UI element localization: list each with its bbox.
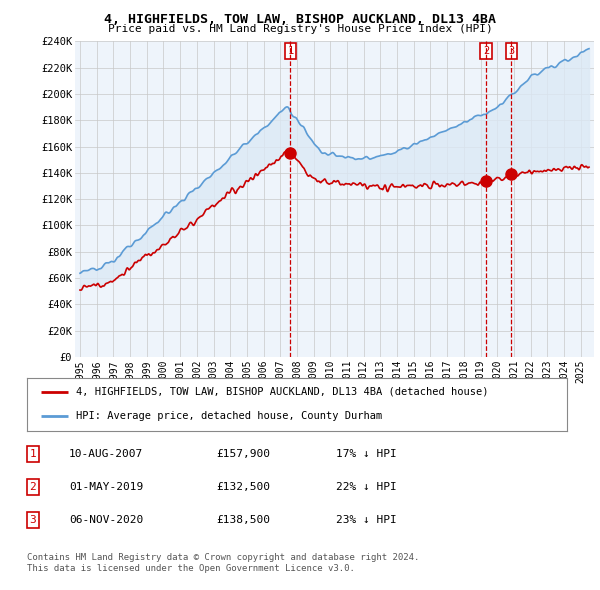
Text: Price paid vs. HM Land Registry's House Price Index (HPI): Price paid vs. HM Land Registry's House … xyxy=(107,24,493,34)
Text: £132,500: £132,500 xyxy=(216,482,270,491)
Text: 3: 3 xyxy=(508,46,515,56)
Text: 23% ↓ HPI: 23% ↓ HPI xyxy=(336,516,397,525)
Text: HPI: Average price, detached house, County Durham: HPI: Average price, detached house, Coun… xyxy=(76,411,382,421)
Text: This data is licensed under the Open Government Licence v3.0.: This data is licensed under the Open Gov… xyxy=(27,565,355,573)
Text: 1: 1 xyxy=(287,46,293,56)
Text: Contains HM Land Registry data © Crown copyright and database right 2024.: Contains HM Land Registry data © Crown c… xyxy=(27,553,419,562)
Text: 3: 3 xyxy=(29,516,37,525)
Text: 2: 2 xyxy=(483,46,489,56)
Text: £138,500: £138,500 xyxy=(216,516,270,525)
Text: 06-NOV-2020: 06-NOV-2020 xyxy=(69,516,143,525)
Text: 01-MAY-2019: 01-MAY-2019 xyxy=(69,482,143,491)
Text: 10-AUG-2007: 10-AUG-2007 xyxy=(69,450,143,459)
Text: 4, HIGHFIELDS, TOW LAW, BISHOP AUCKLAND, DL13 4BA (detached house): 4, HIGHFIELDS, TOW LAW, BISHOP AUCKLAND,… xyxy=(76,387,488,397)
Text: 2: 2 xyxy=(29,482,37,491)
Text: 22% ↓ HPI: 22% ↓ HPI xyxy=(336,482,397,491)
Text: 17% ↓ HPI: 17% ↓ HPI xyxy=(336,450,397,459)
Text: 1: 1 xyxy=(29,450,37,459)
Text: 4, HIGHFIELDS, TOW LAW, BISHOP AUCKLAND, DL13 4BA: 4, HIGHFIELDS, TOW LAW, BISHOP AUCKLAND,… xyxy=(104,13,496,26)
Text: £157,900: £157,900 xyxy=(216,450,270,459)
